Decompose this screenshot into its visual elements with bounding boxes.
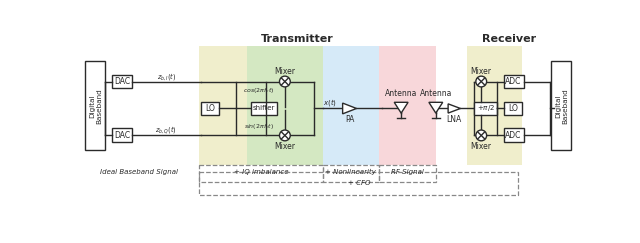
Bar	[86, 61, 106, 150]
Text: Mixer: Mixer	[471, 142, 492, 151]
Text: $sin(2\pi f_c t)$: $sin(2\pi f_c t)$	[244, 122, 274, 131]
Bar	[474, 102, 497, 115]
Text: DAC: DAC	[115, 77, 131, 86]
Polygon shape	[342, 103, 356, 114]
Polygon shape	[448, 104, 460, 113]
Text: Antenna: Antenna	[420, 88, 452, 98]
Text: + CFO: + CFO	[348, 180, 370, 186]
Text: LNA: LNA	[447, 115, 462, 124]
Circle shape	[476, 130, 486, 141]
Bar	[198, 172, 518, 195]
Bar	[201, 102, 220, 115]
Bar	[379, 46, 436, 165]
Bar	[551, 61, 572, 150]
Bar	[251, 102, 277, 115]
Bar	[323, 165, 379, 182]
Bar	[379, 165, 436, 182]
Bar	[198, 165, 323, 182]
Text: $z_{b,Q}(t)$: $z_{b,Q}(t)$	[156, 124, 177, 136]
Text: LO: LO	[508, 104, 518, 113]
Polygon shape	[394, 102, 408, 113]
Bar	[198, 46, 247, 165]
Text: Receiver: Receiver	[482, 34, 536, 44]
Circle shape	[280, 130, 291, 141]
Text: Mixer: Mixer	[275, 67, 296, 76]
Text: LO: LO	[205, 104, 215, 113]
Bar	[467, 46, 522, 165]
Bar	[113, 75, 132, 88]
Text: shifter: shifter	[253, 105, 275, 112]
Text: PA: PA	[345, 115, 355, 124]
Bar	[247, 46, 323, 165]
Text: Mixer: Mixer	[275, 142, 296, 151]
Bar	[504, 75, 524, 88]
Text: + IQ imbalance: + IQ imbalance	[234, 169, 288, 175]
Text: DAC: DAC	[115, 131, 131, 140]
Polygon shape	[429, 102, 443, 113]
Circle shape	[280, 76, 291, 87]
Text: $x(t)$: $x(t)$	[323, 97, 337, 108]
Circle shape	[476, 76, 486, 87]
Text: Digital
Baseband: Digital Baseband	[89, 88, 102, 124]
Text: Ideal Baseband Signal: Ideal Baseband Signal	[100, 169, 179, 175]
Text: RF Signal: RF Signal	[391, 169, 424, 175]
Bar	[323, 46, 379, 165]
Bar	[504, 102, 522, 115]
Text: $+\pi/2$: $+\pi/2$	[477, 104, 495, 113]
Text: $cos(2\pi f_c t)$: $cos(2\pi f_c t)$	[243, 86, 275, 95]
Text: $z_{b,I}(t)$: $z_{b,I}(t)$	[157, 71, 176, 82]
Text: Transmitter: Transmitter	[261, 34, 333, 44]
Text: Digital
Baseband: Digital Baseband	[555, 88, 568, 124]
Text: ADC: ADC	[506, 131, 522, 140]
Bar	[504, 129, 524, 142]
Text: Mixer: Mixer	[471, 67, 492, 76]
Text: Antenna: Antenna	[385, 88, 417, 98]
Text: ADC: ADC	[506, 77, 522, 86]
Text: + Nonlinearity: + Nonlinearity	[325, 169, 376, 175]
Bar	[113, 129, 132, 142]
